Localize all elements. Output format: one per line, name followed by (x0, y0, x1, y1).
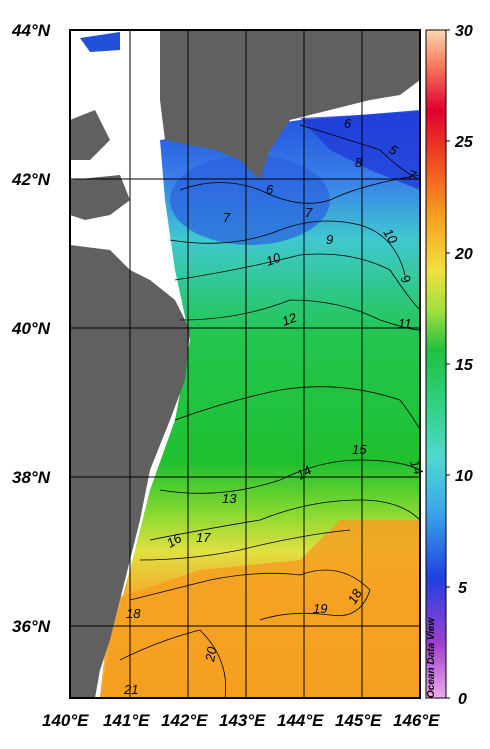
colorbar-ticks (446, 29, 450, 699)
lon-label-141e: 141°E (103, 711, 150, 730)
contour-label: 10 (264, 250, 283, 269)
contour-label: 8 (355, 155, 363, 170)
ocean-data-view-credit: Ocean Data View (426, 617, 437, 698)
colorbar-label-15: 15 (455, 357, 474, 374)
contour-label: 17 (196, 530, 211, 545)
lon-label-145e: 145°E (335, 711, 382, 730)
contour-label: 9 (326, 232, 333, 247)
contour-label: 12 (280, 310, 299, 329)
contour-label: 18 (126, 606, 141, 621)
lat-label-38n: 38°N (12, 468, 51, 487)
contour-label: 11 (398, 316, 412, 331)
lat-label-42n: 42°N (11, 170, 51, 189)
colorbar (425, 29, 447, 699)
hokkaido-land (160, 30, 420, 180)
contour-label: 7 (223, 210, 231, 225)
colorbar-label-0: 0 (458, 691, 467, 708)
colorbar-label-20: 20 (454, 246, 473, 263)
lat-label-36n: 36°N (12, 617, 51, 636)
colorbar-label-25: 25 (454, 134, 474, 151)
colorbar-label-5: 5 (458, 580, 468, 597)
contour-label: 6 (344, 116, 352, 131)
colorbar-label-10: 10 (455, 468, 473, 485)
contour-label: 13 (222, 491, 237, 506)
contour-lines (119, 124, 420, 698)
lon-label-143e: 143°E (219, 711, 266, 730)
lat-lon-grid (70, 30, 420, 698)
lat-label-40n: 40°N (11, 319, 51, 338)
lon-label-140e: 140°E (42, 711, 89, 730)
contour-label: 15 (352, 442, 367, 457)
colorbar-label-30: 30 (455, 23, 473, 40)
lat-label-44n: 44°N (11, 21, 51, 40)
map-frame (69, 29, 421, 699)
contour-label: 7 (305, 205, 313, 220)
contour-label: 14 (294, 462, 314, 482)
contour-label: 21 (123, 682, 138, 697)
lon-label-144e: 144°E (277, 711, 324, 730)
contour-label: 19 (313, 601, 327, 616)
lon-label-142e: 142°E (161, 711, 208, 730)
contour-label: 20 (202, 645, 220, 664)
contour-label: 6 (266, 182, 274, 197)
data-field (70, 30, 420, 698)
lon-label-146e: 146°E (393, 711, 440, 730)
contour-label: 14 (407, 458, 426, 477)
